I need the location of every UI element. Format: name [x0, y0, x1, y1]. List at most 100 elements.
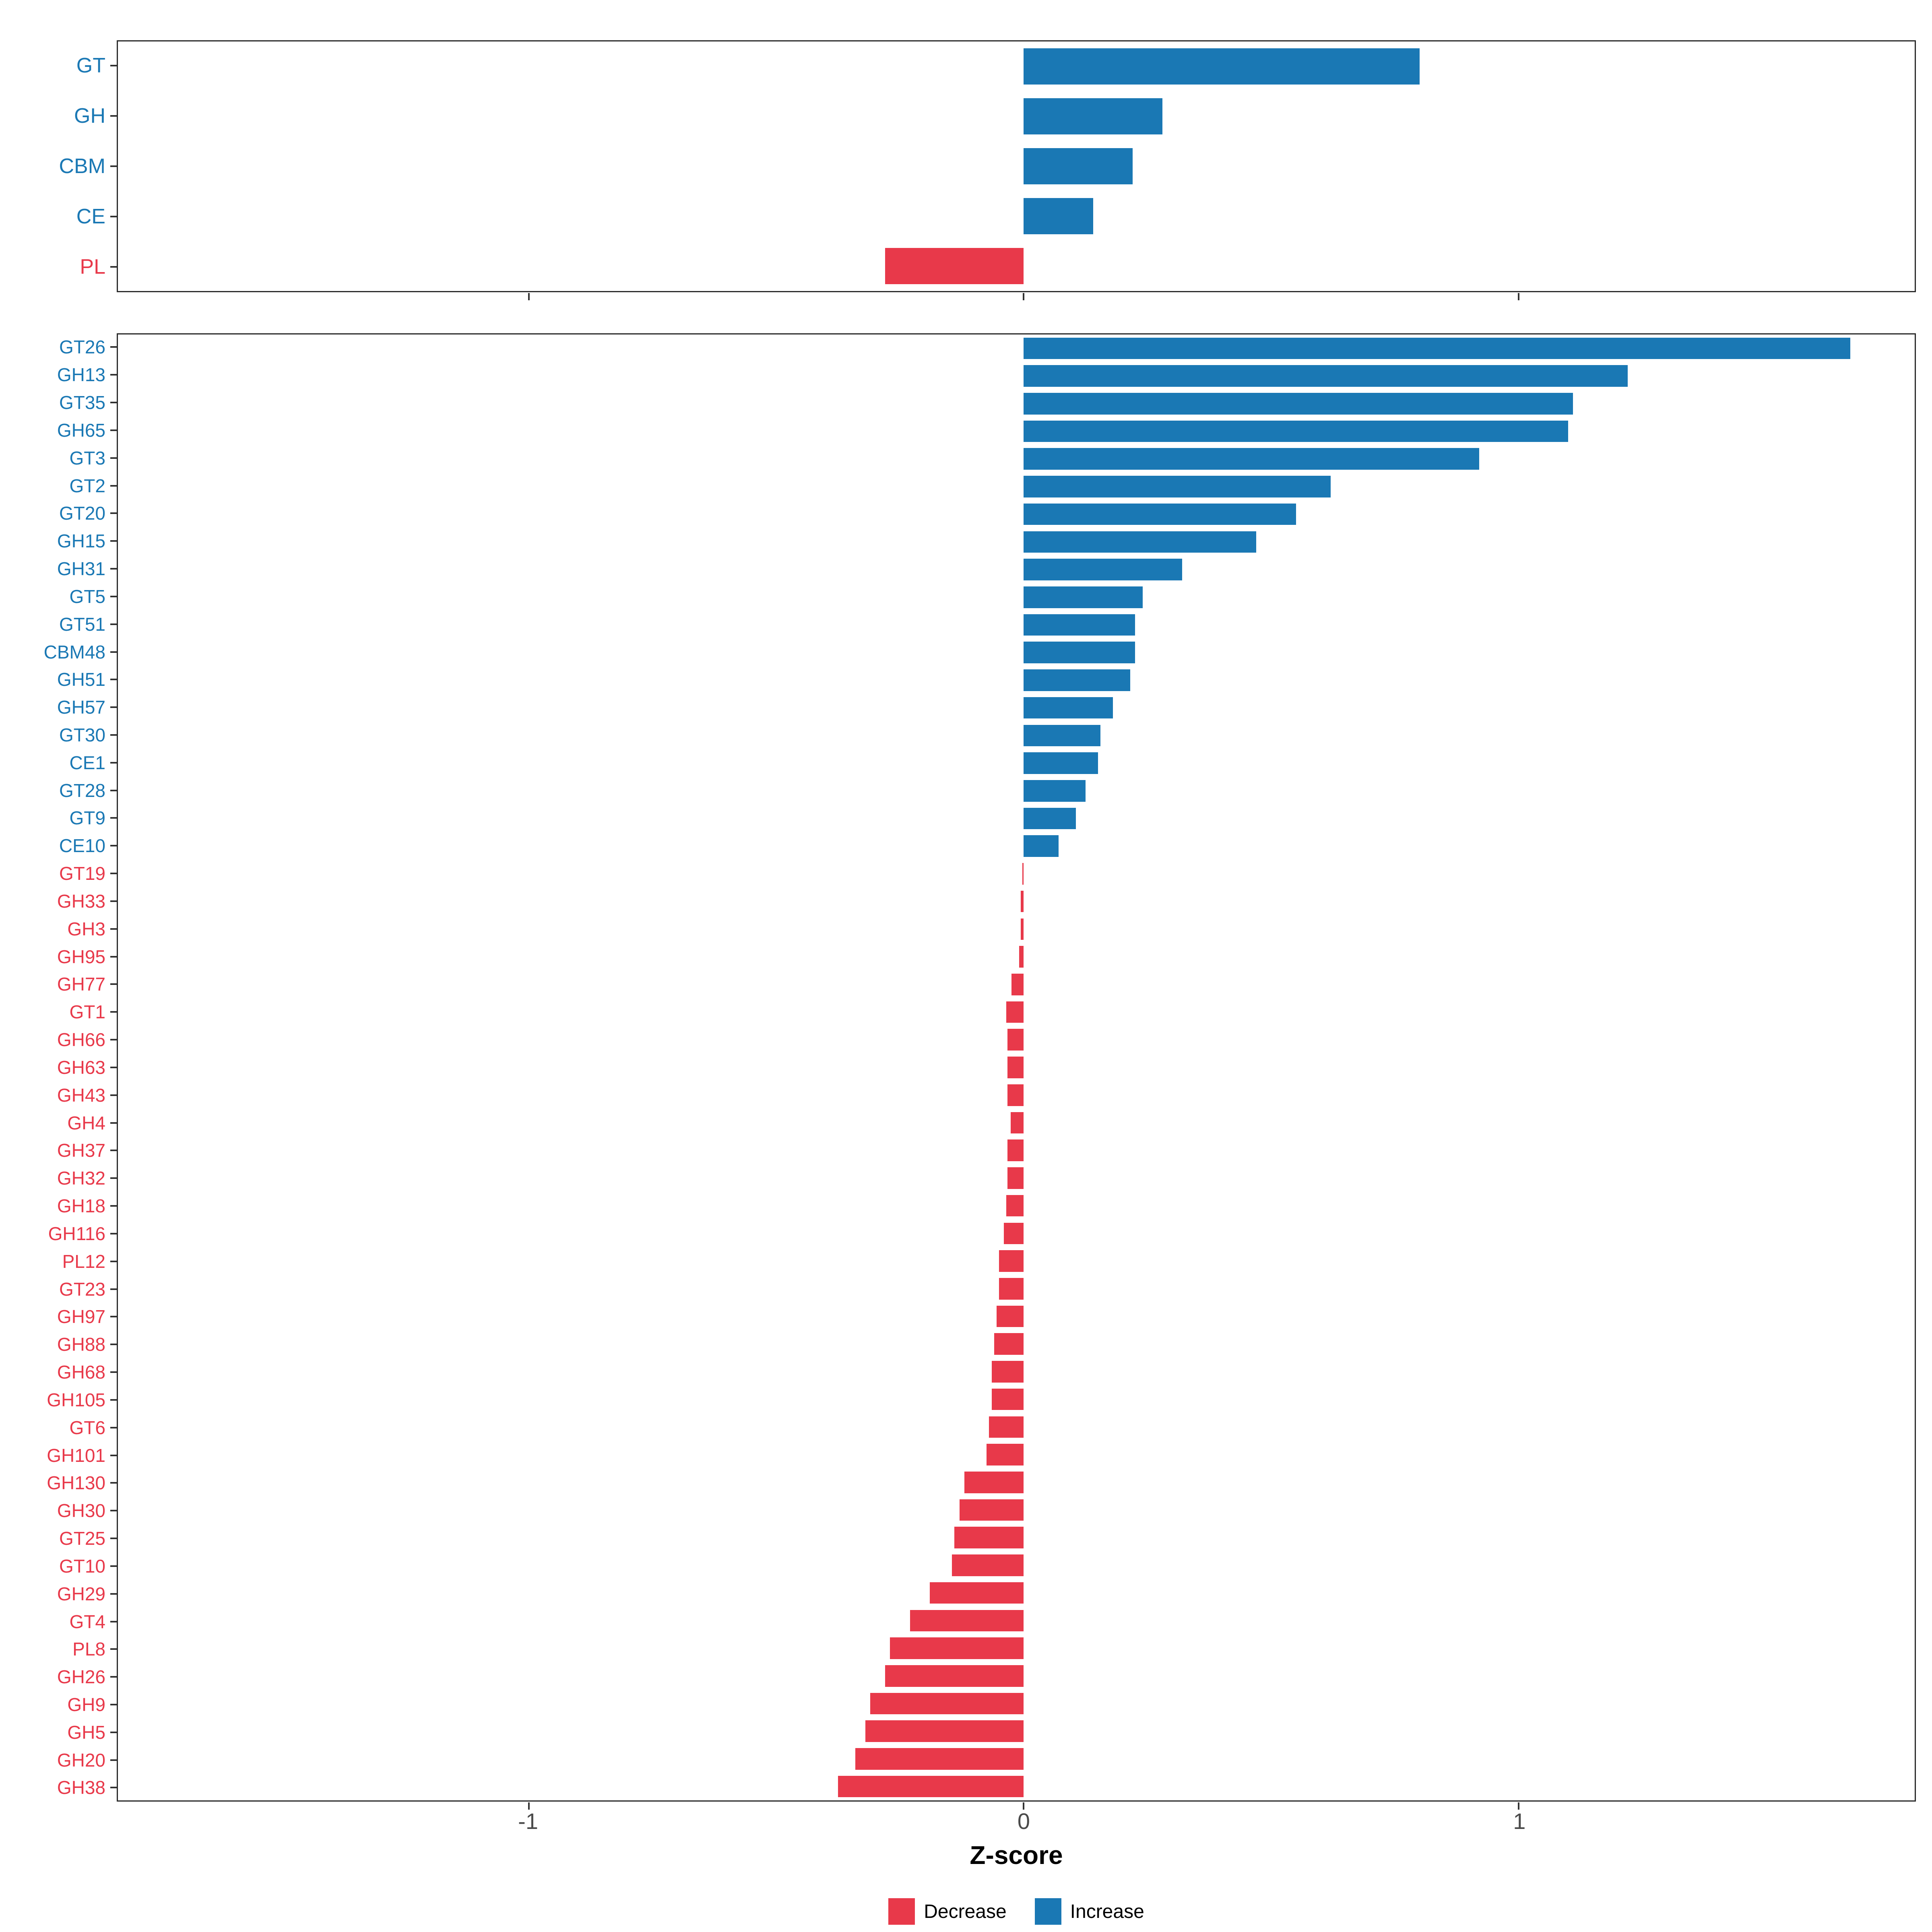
bar-GH105	[991, 1388, 1024, 1410]
axis-tick-icon	[110, 1538, 117, 1540]
category-label-row: GH95	[16, 943, 117, 970]
axis-tick-icon	[110, 845, 117, 847]
category-label: GH26	[57, 1666, 105, 1688]
bar-GH20	[855, 1748, 1024, 1770]
axis-tick-icon	[110, 956, 117, 958]
bar-CE	[1024, 198, 1093, 234]
category-label-row: GH130	[16, 1469, 117, 1497]
axis-tick-icon	[110, 1787, 117, 1789]
x-axis-title: Z-score	[970, 1841, 1063, 1870]
axis-tick-icon	[110, 1066, 117, 1068]
bar-GT3	[1024, 448, 1479, 470]
category-label-row: GH29	[16, 1580, 117, 1608]
axis-tick-icon	[110, 1260, 117, 1262]
category-label: GH63	[57, 1057, 105, 1078]
axis-tick-icon	[110, 1288, 117, 1290]
category-label: GT6	[69, 1417, 105, 1438]
bar-GH5	[865, 1720, 1024, 1742]
legend-item-decrease: Decrease	[888, 1898, 1007, 1925]
bar-GH32	[1007, 1167, 1024, 1189]
bar-GT23	[999, 1278, 1024, 1300]
category-label-row: GH15	[16, 527, 117, 555]
axis-tick-icon	[110, 928, 117, 930]
bar-GT25	[954, 1527, 1024, 1548]
axis-tick-icon	[110, 1232, 117, 1234]
bar-GH4	[1011, 1112, 1024, 1134]
category-label: GH15	[57, 530, 105, 552]
x-axis-title-row: Z-score	[16, 1840, 1916, 1870]
axis-tick-icon	[110, 623, 117, 625]
bar-GT20	[1024, 503, 1296, 525]
category-label-row: GT19	[16, 860, 117, 888]
category-label: GT1	[69, 1001, 105, 1023]
legend-row: Decrease Increase	[16, 1898, 1916, 1925]
category-label-row: GT10	[16, 1552, 117, 1580]
category-label: GH88	[57, 1334, 105, 1355]
axis-tick-icon	[110, 1454, 117, 1456]
axis-tick-icon	[110, 983, 117, 985]
bar-GT51	[1024, 614, 1135, 636]
category-label-row: PL12	[16, 1247, 117, 1275]
x-axis-tick-label: 0	[1017, 1808, 1030, 1834]
bar-GH97	[996, 1305, 1024, 1327]
bar-GH57	[1024, 697, 1113, 719]
category-label-row: GH101	[16, 1441, 117, 1469]
category-label: GH33	[57, 890, 105, 912]
category-label-row: GH	[16, 91, 117, 141]
category-label-row: GH88	[16, 1331, 117, 1358]
category-label-row: GH3	[16, 915, 117, 943]
category-label-row: GH13	[16, 361, 117, 389]
bar-GH29	[929, 1582, 1024, 1604]
category-label-row: GH63	[16, 1054, 117, 1082]
category-label: GT	[76, 54, 105, 77]
category-label: GT19	[59, 863, 105, 884]
axis-tick-icon	[110, 568, 117, 570]
category-label-row: GH77	[16, 970, 117, 998]
category-label: PL	[80, 255, 105, 279]
axis-tick-icon	[110, 1620, 117, 1622]
category-label: CE1	[69, 752, 105, 773]
axis-tick-icon	[110, 789, 117, 791]
category-label-row: CE10	[16, 832, 117, 860]
family-detail-axis-labels: GT26 GH13 GT35 GH65 GT3 GT2 GT20 GH15 GH31 GT5 GT5…	[16, 333, 117, 1802]
category-label: GH95	[57, 946, 105, 967]
axis-tick-icon	[110, 165, 117, 167]
category-label: PL8	[72, 1639, 105, 1660]
category-label-row: GH18	[16, 1192, 117, 1220]
category-label: GH130	[47, 1472, 105, 1494]
category-label-row: GH37	[16, 1137, 117, 1164]
category-label: GT9	[69, 807, 105, 829]
legend-swatch-icon	[1034, 1898, 1061, 1925]
category-label: GH	[74, 104, 105, 128]
axis-tick-icon	[110, 1011, 117, 1013]
bar-CE10	[1024, 835, 1059, 857]
bar-GH66	[1007, 1029, 1024, 1051]
legend-swatch-icon	[888, 1898, 915, 1925]
category-label-row: GT	[16, 40, 117, 91]
bar-GT6	[989, 1416, 1024, 1438]
bar-GT26	[1024, 337, 1851, 359]
axis-tick-icon	[110, 1426, 117, 1428]
category-label: CBM48	[43, 641, 105, 663]
category-label: GT26	[59, 336, 105, 358]
category-label-row: CBM	[16, 141, 117, 191]
category-label: GH57	[57, 697, 105, 718]
category-label-row: GH30	[16, 1497, 117, 1525]
bar-GH38	[838, 1775, 1024, 1798]
category-label: GH65	[57, 419, 105, 441]
bar-GH30	[959, 1499, 1024, 1521]
category-label-row: GT1	[16, 998, 117, 1026]
bar-GH65	[1024, 420, 1569, 442]
bar-GH130	[964, 1471, 1024, 1493]
category-label: GH51	[57, 669, 105, 690]
category-label-row: GT26	[16, 333, 117, 361]
legend-item-increase: Increase	[1034, 1898, 1144, 1925]
axis-tick-icon	[110, 429, 117, 431]
axis-tick-icon	[110, 346, 117, 348]
axis-tick-icon	[528, 293, 530, 300]
category-label-row: GH51	[16, 666, 117, 694]
category-label: GH13	[57, 364, 105, 386]
category-label-row: CE1	[16, 749, 117, 776]
bar-GT5	[1024, 586, 1143, 608]
category-label-row: GH65	[16, 416, 117, 444]
